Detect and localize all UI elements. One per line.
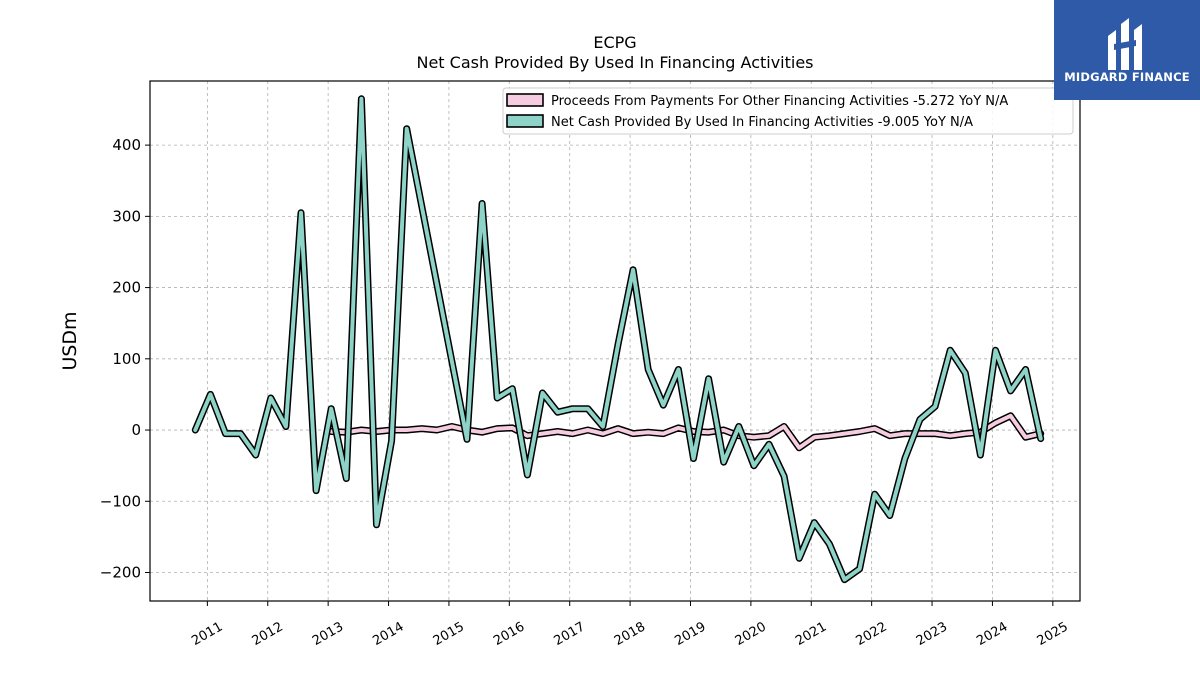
legend-swatch-net-cash bbox=[506, 114, 544, 128]
plot-frame bbox=[149, 80, 1081, 602]
logo-text: MIDGARD FINANCE bbox=[1064, 70, 1190, 84]
y-tick-label: −200 bbox=[100, 564, 141, 582]
logo-mark-icon bbox=[1108, 18, 1142, 70]
y-tick-label: 400 bbox=[112, 136, 141, 154]
legend-swatch-proceeds bbox=[506, 93, 544, 107]
logo: MIDGARD FINANCE bbox=[1054, 0, 1200, 100]
y-tick-label: 200 bbox=[112, 279, 141, 297]
legend-label-net-cash: Net Cash Provided By Used In Financing A… bbox=[551, 115, 973, 130]
legend: Proceeds From Payments For Other Financi… bbox=[502, 87, 1074, 135]
series-lines bbox=[191, 95, 1045, 584]
y-tick-label: 100 bbox=[112, 350, 141, 368]
chart-title: ECPG bbox=[593, 33, 636, 52]
y-tick-label: 300 bbox=[112, 207, 141, 225]
y-tick-label: 0 bbox=[131, 421, 141, 439]
y-tick-label: −100 bbox=[100, 492, 141, 510]
series-line-net-cash bbox=[193, 96, 1043, 582]
chart-subtitle: Net Cash Provided By Used In Financing A… bbox=[416, 53, 813, 72]
legend-box bbox=[502, 87, 1074, 135]
legend-label-proceeds: Proceeds From Payments For Other Financi… bbox=[551, 94, 1008, 109]
y-axis-label: USDm bbox=[59, 311, 81, 370]
